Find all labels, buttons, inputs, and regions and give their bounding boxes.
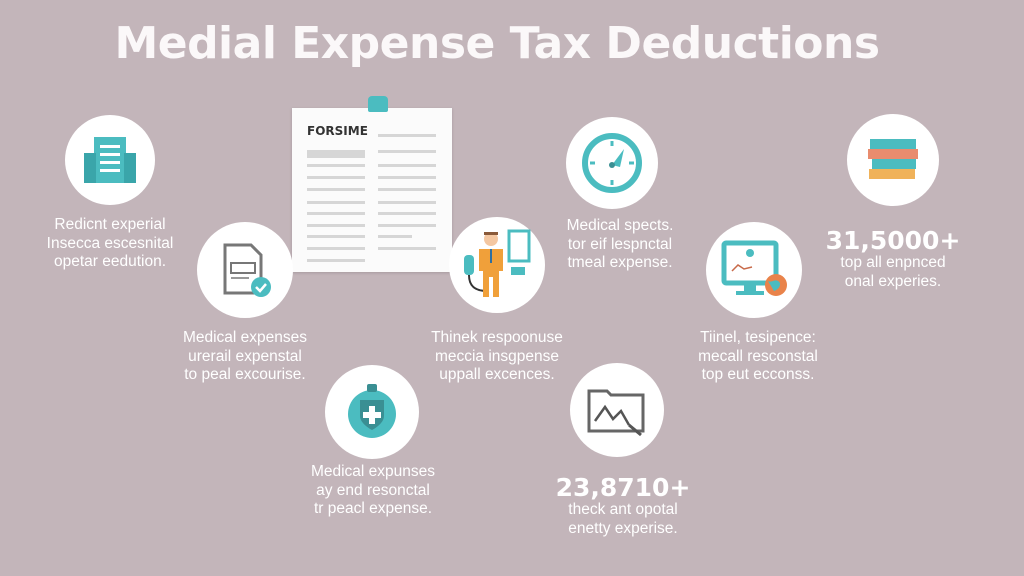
clipboard-clip-icon: [368, 96, 388, 112]
form-line: [378, 235, 412, 238]
form-line: [307, 212, 365, 215]
form-line: [307, 259, 365, 262]
item-text: theck ant opotal enetty experise.: [568, 501, 678, 537]
tax-form-document: FORSIME: [292, 96, 452, 272]
form-line: [378, 224, 436, 227]
form-line: [378, 188, 436, 191]
item-text: Medical expenses urerail expenstal to peal…: [182, 329, 308, 383]
form-line: [307, 224, 365, 227]
gauge-icon: [566, 117, 658, 209]
page-title: Medial Expense Tax Deductions: [114, 18, 880, 69]
document-check-icon: [197, 222, 293, 318]
form-line: [378, 164, 436, 167]
form-line: [378, 150, 436, 153]
building-icon: [65, 115, 155, 205]
item-text: Redicnt experial Insecca escesnital opetar…: [46, 216, 174, 270]
form-line: [307, 235, 365, 238]
medical-shield-icon: [325, 365, 419, 459]
books-icon: [847, 114, 939, 206]
stat-number: 31,5000+: [825, 226, 961, 255]
stat-number: 23,8710+: [555, 473, 691, 502]
businessman-icon: [449, 217, 545, 313]
form-line: [378, 134, 436, 137]
form-line: [307, 176, 365, 179]
form-label: FORSIME: [307, 124, 368, 138]
form-line: [307, 164, 365, 167]
item-text: Medical spects. tor eif lespnctal tmeal ex…: [566, 217, 674, 271]
monitor-globe-icon: [706, 222, 802, 318]
item-text: Thinek respoonuse meccia insgpense uppall …: [431, 329, 563, 383]
form-line: [378, 176, 436, 179]
form-line: [307, 188, 365, 191]
form-line: [307, 247, 365, 250]
folder-chart-icon: [570, 363, 664, 457]
item-text: Medical expunses ay end resonctal tr peacl…: [310, 463, 436, 517]
form-line: [378, 212, 436, 215]
form-line: [378, 247, 436, 250]
item-text: top all enpnced onal experies.: [840, 254, 946, 290]
form-line: [307, 201, 365, 204]
form-line: [307, 150, 365, 158]
item-text: Tiinel, tesipence: mecall resconstal top e…: [698, 329, 818, 383]
form-line: [378, 201, 436, 204]
